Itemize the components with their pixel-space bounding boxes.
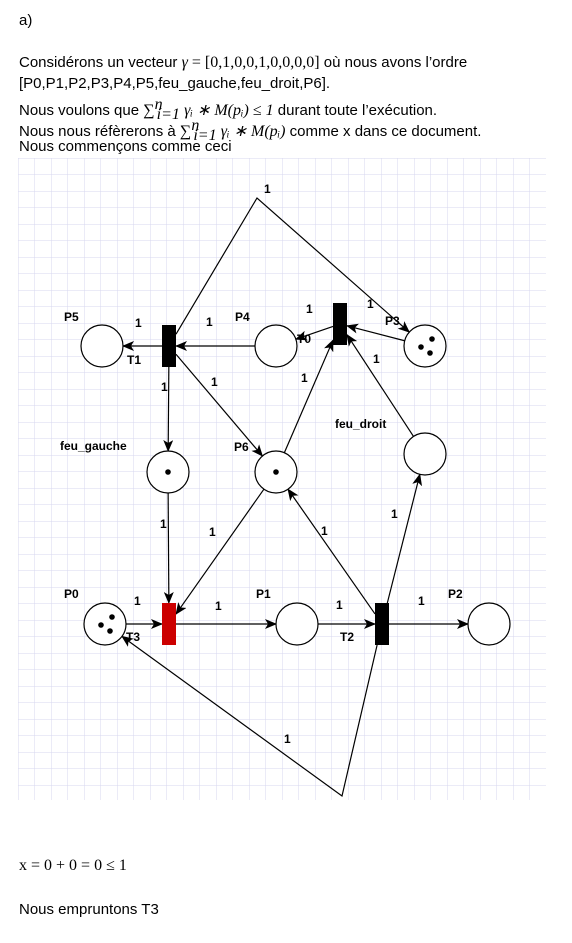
transition-label: T0 bbox=[297, 332, 311, 346]
token bbox=[429, 336, 435, 342]
arc-weight-label: 1 bbox=[336, 598, 343, 612]
place-p2 bbox=[467, 602, 511, 646]
transition-t2 bbox=[375, 603, 389, 645]
arc-weight-label: 1 bbox=[209, 525, 216, 539]
intro-text: où nous avons l’ordre bbox=[319, 54, 468, 71]
reference-text: Nous nous réfèrerons à bbox=[19, 123, 180, 140]
arc-weight-label: 1 bbox=[206, 315, 213, 329]
arc-weight-label: 1 bbox=[284, 732, 291, 746]
sum-expression: γᵢ ∗ M(pᵢ) ≤ 1 bbox=[184, 102, 274, 119]
labels-layer: 1 1 1 1 1 1 1 1 1 1 1 1 1 1 1 1 1 1 P0 P1 P2 P3 P4 P5 P6 feu_gauc… bbox=[60, 182, 463, 746]
arc-t0-to-p4 bbox=[294, 325, 334, 341]
arc-weight-label: 1 bbox=[160, 517, 167, 531]
arc-weight-label: 1 bbox=[301, 371, 308, 385]
arc-weight-label: 1 bbox=[134, 594, 141, 608]
place-label: P4 bbox=[235, 310, 250, 324]
start-text: Nous commençons comme ceci bbox=[19, 138, 232, 155]
arc-weight-label: 1 bbox=[161, 380, 168, 394]
gamma-vector: = [0,1,0,0,1,0,0,0,0] bbox=[187, 54, 320, 71]
arc-weight-label: 1 bbox=[367, 297, 374, 311]
place-label: feu_gauche bbox=[60, 439, 127, 453]
arc-t2-to-p6 bbox=[287, 488, 376, 615]
arc-p6-to-t0 bbox=[283, 339, 334, 453]
arc-weight-label: 1 bbox=[391, 507, 398, 521]
next-step-text: Nous empruntons T3 bbox=[19, 901, 159, 918]
sum-sign: ∑ bbox=[143, 102, 155, 119]
reference-text: comme x dans ce document. bbox=[285, 123, 482, 140]
place-feu-droit bbox=[403, 432, 447, 476]
place-label: P2 bbox=[448, 587, 463, 601]
arc-weight-label: 1 bbox=[321, 524, 328, 538]
place-p4 bbox=[254, 324, 298, 368]
arc-weight-label: 1 bbox=[264, 182, 271, 196]
result-expression: x = 0 + 0 = 0 ≤ 1 bbox=[19, 857, 127, 874]
sum-lower: i=1 bbox=[156, 106, 180, 123]
arc-t1-to-p6 bbox=[175, 353, 264, 457]
transition-label: T2 bbox=[340, 630, 354, 644]
sum-upper: n bbox=[154, 96, 163, 113]
place-p5 bbox=[80, 324, 124, 368]
place-p3 bbox=[403, 324, 447, 368]
place-label: P1 bbox=[256, 587, 271, 601]
arc-weight-label: 1 bbox=[418, 594, 425, 608]
token bbox=[109, 614, 115, 620]
place-label: P6 bbox=[234, 440, 249, 454]
arc-feu_gauche-to-t3 bbox=[163, 492, 174, 604]
arc-t1-to-feu_gauche bbox=[163, 366, 174, 453]
transition-label: T1 bbox=[127, 353, 141, 367]
place-label: P5 bbox=[64, 310, 79, 324]
arc-weight-label: 1 bbox=[306, 302, 313, 316]
place-label: P0 bbox=[64, 587, 79, 601]
arc-t2-to-feu_droit bbox=[386, 473, 423, 604]
arc-weight-label: 1 bbox=[215, 599, 222, 613]
token bbox=[418, 344, 424, 350]
transition-t0 bbox=[333, 303, 347, 345]
token bbox=[107, 628, 113, 634]
transition-t1 bbox=[162, 325, 176, 367]
condition-text: durant toute l’exécution. bbox=[273, 102, 438, 119]
order-list: [P0,P1,P2,P3,P4,P5,feu_gauche,feu_droit,… bbox=[19, 75, 331, 92]
reference-line: Nous nous réfèrerons à ∑ni=1 γᵢ ∗ M(pᵢ) … bbox=[19, 115, 481, 147]
token bbox=[273, 469, 279, 475]
arc-feu_droit-to-t0 bbox=[346, 333, 415, 437]
token bbox=[427, 350, 433, 356]
arc-t2-to-p0 bbox=[121, 635, 378, 798]
arc-p6-to-t3 bbox=[175, 488, 265, 615]
reference-expression: γᵢ ∗ M(pᵢ) bbox=[220, 123, 286, 140]
section-heading: a) bbox=[19, 12, 33, 29]
place-p1 bbox=[275, 602, 319, 646]
intro-line-1: Considérons un vecteur γ = [0,1,0,0,1,0,… bbox=[19, 52, 467, 74]
gamma-symbol: γ bbox=[181, 54, 188, 71]
place-label: P3 bbox=[385, 314, 400, 328]
transition-label: T3 bbox=[126, 630, 140, 644]
token bbox=[165, 469, 171, 475]
sum-lower: i=1 bbox=[193, 127, 217, 144]
intro-text: Considérons un vecteur bbox=[19, 54, 182, 71]
nodes-layer bbox=[80, 303, 511, 646]
token bbox=[98, 622, 104, 628]
condition-line: Nous voulons que ∑ni=1 γᵢ ∗ M(pᵢ) ≤ 1 du… bbox=[19, 94, 437, 126]
arc-weight-label: 1 bbox=[211, 375, 218, 389]
arc-weight-label: 1 bbox=[135, 316, 142, 330]
sum-upper: n bbox=[191, 117, 200, 134]
petri-net-diagram: 1 1 1 1 1 1 1 1 1 1 1 1 1 1 1 1 1 1 P0 P1 P2 P3 P4 P5 P6 feu_gauc… bbox=[18, 158, 546, 800]
place-p0 bbox=[83, 602, 127, 646]
arc-p3-to-t0 bbox=[346, 323, 405, 342]
condition-text: Nous voulons que bbox=[19, 102, 144, 119]
sum-sign: ∑ bbox=[179, 123, 192, 140]
arc-t1-to-p3 bbox=[175, 197, 410, 335]
place-label: feu_droit bbox=[335, 417, 386, 431]
transition-t3 bbox=[162, 603, 176, 645]
arc-weight-label: 1 bbox=[373, 352, 380, 366]
arcs-layer bbox=[121, 197, 469, 798]
